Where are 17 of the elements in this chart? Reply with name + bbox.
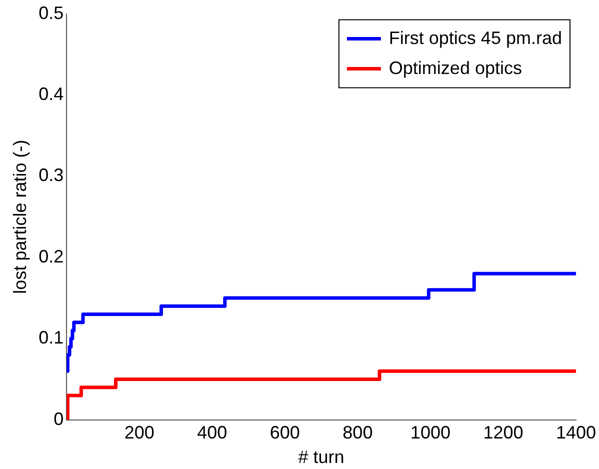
y-tick-label: 0.1	[38, 328, 64, 348]
y-tick-label: 0.3	[38, 165, 64, 186]
x-tick-label: 1400	[556, 422, 596, 443]
x-tick-label: 800	[342, 422, 373, 443]
y-axis-title: lost particle ratio (-)	[10, 140, 30, 294]
x-tick-label: 1000	[410, 422, 450, 443]
y-tick-label: 0	[54, 408, 64, 429]
y-tick-label: 0.5	[38, 2, 64, 23]
legend-label: First optics 45 pm.rad	[388, 28, 562, 48]
x-tick-label: 400	[197, 422, 228, 443]
x-tick-label: 1200	[483, 422, 524, 443]
y-tick-label: 0.2	[38, 246, 64, 266]
x-tick-label: 600	[270, 422, 300, 443]
x-axis-title: # turn	[298, 447, 344, 468]
legend-label: Optimized optics	[388, 58, 522, 78]
y-tick-label: 0.4	[38, 84, 64, 104]
x-tick-label: 200	[124, 422, 154, 443]
